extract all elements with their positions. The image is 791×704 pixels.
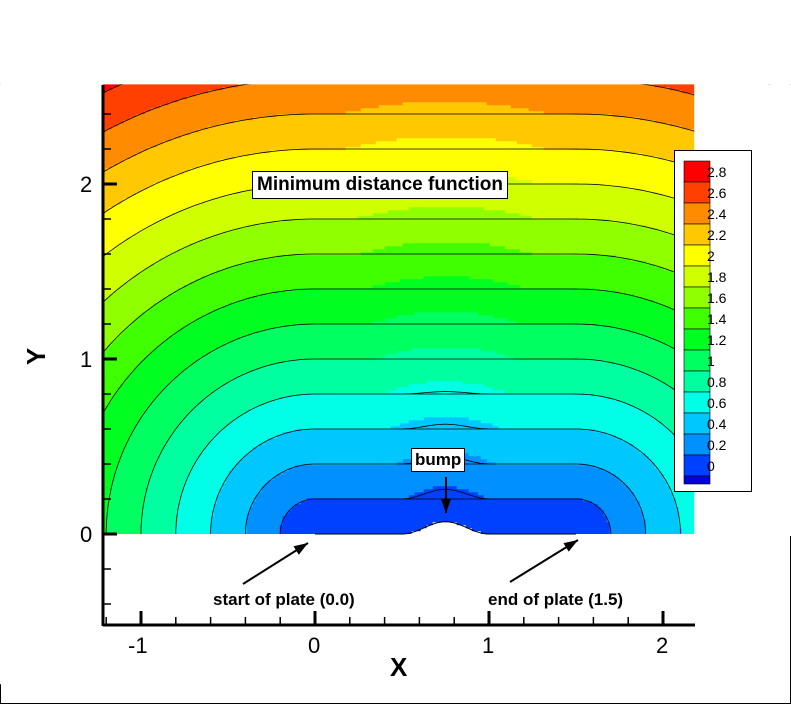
legend-label: 0.8 [707,374,727,390]
color-legend: 2.8 2.6 2.4 2.2 2 1.8 1.6 1.4 1.2 1 0.8 … [674,150,752,492]
legend-label: 2.4 [707,206,727,222]
legend-label: 2 [707,248,715,264]
x-tick-label: -1 [128,633,148,658]
legend-label: 1.6 [707,290,727,306]
legend-swatches [683,160,711,485]
y-tick-label: 1 [80,347,93,372]
legend-label: 1 [707,353,715,369]
plot-title: Minimum distance function [252,171,508,199]
legend-label: 0.2 [707,437,727,453]
x-axis-title: X [390,652,408,682]
start-of-plate-label: start of plate (0.0) [213,590,355,609]
axes [101,85,695,627]
legend-label: 0.4 [707,416,727,432]
legend-label: 2.2 [707,227,727,243]
annotation-arrows [242,477,579,585]
x-tick-label: 2 [656,633,669,658]
legend-label: 2.6 [707,185,727,201]
legend-label: 1.4 [707,311,727,327]
x-tick-label: 0 [308,633,321,658]
end-of-plate-label: end of plate (1.5) [488,590,624,609]
legend-label: 1.8 [707,269,727,285]
legend-label: 1.2 [707,332,727,348]
contour-field [0,43,791,535]
legend-label: 0 [707,458,715,474]
y-tick-label: 0 [80,522,93,547]
y-axis-title: Y [21,347,52,366]
legend-label: 2.8 [707,164,727,180]
legend-label: 0.6 [707,395,727,411]
bump-label: bump [411,448,466,472]
y-tick-label: 2 [80,172,93,197]
x-tick-label: 1 [482,633,495,658]
